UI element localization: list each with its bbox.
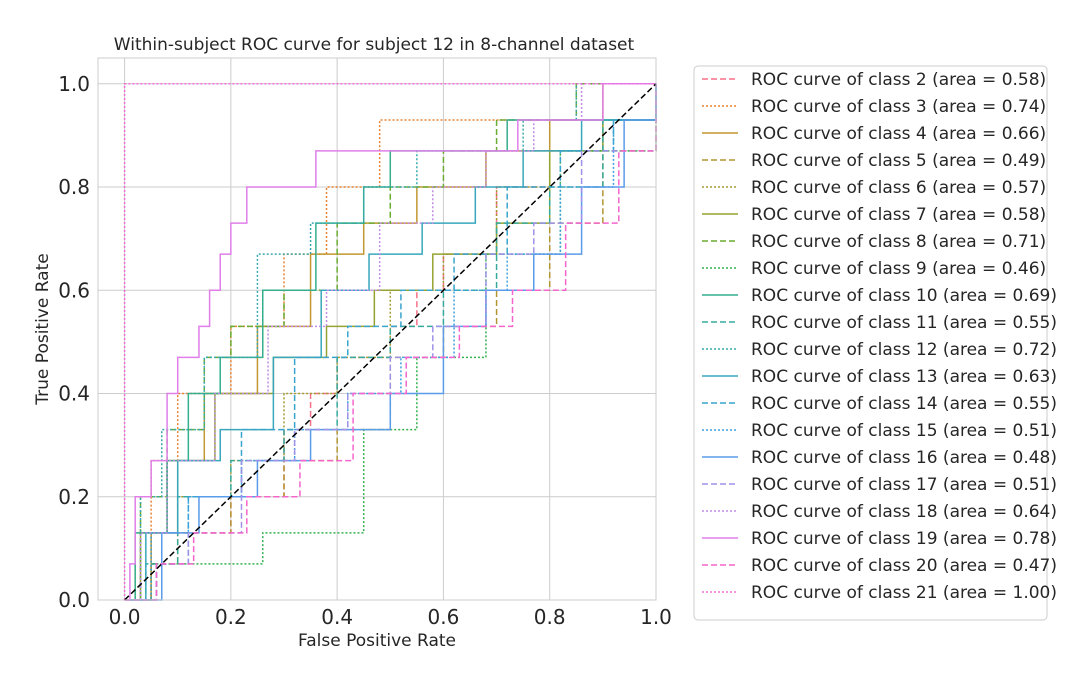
roc-series-line — [123, 83, 656, 600]
legend-entry-label: ROC curve of class 4 (area = 0.66) — [751, 124, 1046, 144]
y-tick-label: 0.8 — [58, 175, 90, 199]
legend-entry-label: ROC curve of class 5 (area = 0.49) — [751, 151, 1046, 171]
legend-entry-label: ROC curve of class 17 (area = 0.51) — [751, 475, 1057, 495]
chart-title: Within-subject ROC curve for subject 12 … — [114, 35, 635, 55]
y-tick-label: 0.2 — [58, 485, 90, 509]
roc-series-line — [124, 83, 656, 601]
x-axis-label: False Positive Rate — [298, 631, 456, 651]
y-tick-label: 1.0 — [58, 72, 90, 96]
y-axis-label: True Positive Rate — [33, 253, 53, 405]
roc-series-line — [124, 83, 656, 601]
plot-area — [123, 83, 657, 601]
y-tick-label: 0.0 — [58, 588, 90, 612]
legend-entry-label: ROC curve of class 21 (area = 1.00) — [751, 583, 1057, 603]
y-tick-label: 0.6 — [58, 278, 90, 302]
legend-entry-label: ROC curve of class 11 (area = 0.55) — [751, 313, 1057, 333]
roc-series-line — [124, 83, 657, 601]
axes: 0.0 0.2 0.4 0.6 0.8 1.0 0.0 0.2 0.4 0.6 0.8 1.0 — [58, 57, 672, 629]
legend-entry-label: ROC curve of class 18 (area = 0.64) — [751, 502, 1057, 522]
roc-series-line — [124, 83, 656, 601]
x-tick-label: 1.0 — [640, 605, 672, 629]
legend-entry-label: ROC curve of class 6 (area = 0.57) — [751, 178, 1046, 198]
roc-series-line — [124, 83, 657, 601]
legend-entry-label: ROC curve of class 10 (area = 0.69) — [751, 286, 1057, 306]
x-tick-label: 0.2 — [215, 605, 247, 629]
roc-series-line — [124, 83, 657, 601]
x-tick-label: 0.8 — [534, 605, 566, 629]
legend: ROC curve of class 2 (area = 0.58) ROC cu… — [693, 65, 1057, 621]
legend-entry-label: ROC curve of class 9 (area = 0.46) — [751, 259, 1046, 279]
legend-entry-label: ROC curve of class 12 (area = 0.72) — [751, 340, 1057, 360]
legend-entry-label: ROC curve of class 2 (area = 0.58) — [751, 70, 1046, 90]
x-tick-label: 0.4 — [321, 605, 353, 629]
legend-entry-label: ROC curve of class 20 (area = 0.47) — [751, 556, 1057, 576]
x-tick-label: 0.0 — [109, 605, 141, 629]
legend-entry-label: ROC curve of class 15 (area = 0.51) — [751, 421, 1057, 441]
legend-entry-label: ROC curve of class 19 (area = 0.78) — [751, 529, 1057, 549]
legend-entry-label: ROC curve of class 7 (area = 0.58) — [751, 205, 1046, 225]
legend-entry-label: ROC curve of class 3 (area = 0.74) — [751, 97, 1046, 117]
chance-diagonal — [124, 83, 657, 601]
legend-frame — [693, 65, 1048, 621]
grid — [98, 58, 657, 601]
legend-entry-label: ROC curve of class 16 (area = 0.48) — [751, 448, 1057, 468]
legend-entry-label: ROC curve of class 13 (area = 0.63) — [751, 367, 1057, 387]
legend-entry-label: ROC curve of class 14 (area = 0.55) — [751, 394, 1057, 414]
plot-frame — [97, 57, 657, 601]
legend-entry-label: ROC curve of class 8 (area = 0.71) — [751, 232, 1046, 252]
x-tick-label: 0.6 — [428, 605, 460, 629]
y-tick-label: 0.4 — [58, 382, 90, 406]
